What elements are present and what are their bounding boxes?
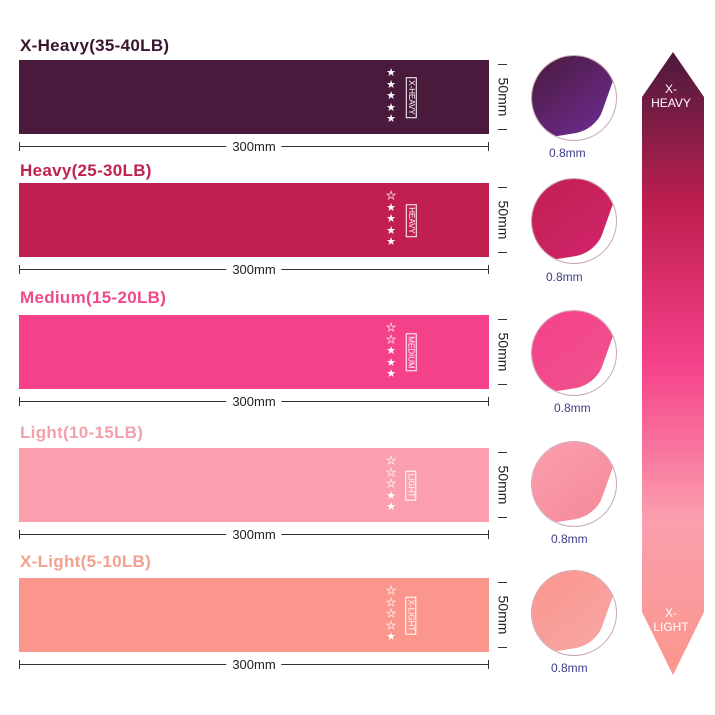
- band-tag: HEAVY: [405, 203, 417, 237]
- star-empty-icon: ★: [386, 466, 397, 479]
- width-dimension: 50mm: [495, 448, 511, 522]
- star-empty-icon: ★: [386, 455, 397, 467]
- thickness-label: 0.8mm: [546, 270, 583, 284]
- width-dimension: 50mm: [495, 578, 511, 652]
- length-dimension: 300mm: [19, 657, 489, 672]
- band-title: X-Light(5-10LB): [20, 552, 152, 571]
- star-filled-icon: ★: [386, 345, 396, 357]
- thickness-label: 0.8mm: [549, 146, 586, 160]
- star-filled-icon: ★: [386, 501, 396, 513]
- band-title: Heavy(25-30LB): [20, 161, 152, 180]
- thickness-closeup: [531, 178, 617, 264]
- thickness-closeup: [531, 310, 617, 396]
- star-empty-icon: ★: [386, 322, 397, 334]
- star-filled-icon: ★: [386, 90, 396, 102]
- length-label: 300mm: [226, 527, 282, 542]
- length-label: 300mm: [226, 657, 282, 672]
- star-filled-icon: ★: [386, 67, 396, 79]
- band-tag: MEDIUM: [405, 332, 417, 372]
- star-filled-icon: ★: [386, 78, 396, 91]
- star-empty-icon: ★: [386, 478, 397, 490]
- band-title: X-Heavy(35-40LB): [20, 36, 170, 55]
- star-filled-icon: ★: [386, 113, 396, 125]
- band-title: Light(10-15LB): [20, 423, 144, 442]
- band-swatch: ★ ★ ★ ★ ★ MEDIUM: [19, 315, 489, 389]
- star-rating: ★ ★ ★ ★ ★: [385, 322, 397, 381]
- star-empty-icon: ★: [386, 190, 397, 202]
- length-label: 300mm: [226, 394, 282, 409]
- intensity-scale-arrow: [642, 52, 704, 675]
- thickness-closeup: [531, 441, 617, 527]
- band-swatch: ★ ★ ★ ★ ★ HEAVY: [19, 183, 489, 257]
- width-dimension: 50mm: [495, 60, 511, 134]
- thickness-closeup: [531, 55, 617, 141]
- length-dimension: 300mm: [19, 139, 489, 154]
- band-swatch: ★ ★ ★ ★ ★ X-HEAVY: [19, 60, 489, 134]
- star-empty-icon: ★: [386, 619, 397, 632]
- length-label: 300mm: [226, 139, 282, 154]
- star-empty-icon: ★: [386, 608, 397, 620]
- star-empty-icon: ★: [386, 333, 397, 346]
- thickness-label: 0.8mm: [554, 401, 591, 415]
- star-filled-icon: ★: [386, 368, 396, 380]
- star-rating: ★ ★ ★ ★ ★: [385, 585, 397, 644]
- star-filled-icon: ★: [386, 224, 396, 237]
- band-title: Medium(15-20LB): [20, 288, 167, 307]
- scale-top-label: X- HEAVY: [636, 82, 706, 110]
- width-label: 50mm: [495, 332, 511, 372]
- length-dimension: 300mm: [19, 394, 489, 409]
- width-dimension: 50mm: [495, 315, 511, 389]
- star-empty-icon: ★: [386, 585, 397, 597]
- scale-top-line1: X-: [665, 82, 677, 96]
- band-tag: X-LIGHT: [405, 596, 417, 634]
- thickness-label: 0.8mm: [551, 532, 588, 546]
- star-rating: ★ ★ ★ ★ ★: [385, 67, 397, 126]
- star-rating: ★ ★ ★ ★ ★: [385, 455, 397, 514]
- star-filled-icon: ★: [386, 356, 396, 369]
- width-dimension: 50mm: [495, 183, 511, 257]
- width-label: 50mm: [495, 200, 511, 240]
- star-filled-icon: ★: [386, 213, 396, 225]
- width-label: 50mm: [495, 465, 511, 505]
- star-rating: ★ ★ ★ ★ ★: [385, 190, 397, 249]
- length-dimension: 300mm: [19, 527, 489, 542]
- star-filled-icon: ★: [386, 489, 396, 502]
- width-label: 50mm: [495, 77, 511, 117]
- thickness-closeup: [531, 570, 617, 656]
- band-tag: LIGHT: [405, 470, 417, 500]
- scale-bottom-label: X- LIGHT: [636, 606, 706, 634]
- length-label: 300mm: [226, 262, 282, 277]
- band-swatch: ★ ★ ★ ★ ★ X-LIGHT: [19, 578, 489, 652]
- width-label: 50mm: [495, 595, 511, 635]
- band-tag: X-HEAVY: [405, 76, 417, 118]
- star-empty-icon: ★: [386, 596, 397, 609]
- thickness-label: 0.8mm: [551, 661, 588, 675]
- star-filled-icon: ★: [386, 631, 396, 643]
- length-dimension: 300mm: [19, 262, 489, 277]
- band-swatch: ★ ★ ★ ★ ★ LIGHT: [19, 448, 489, 522]
- scale-bottom-line1: X-: [665, 606, 677, 620]
- scale-top-line2: HEAVY: [651, 96, 691, 110]
- star-filled-icon: ★: [386, 201, 396, 214]
- star-filled-icon: ★: [386, 236, 396, 248]
- star-filled-icon: ★: [386, 101, 396, 114]
- scale-bottom-line2: LIGHT: [653, 620, 689, 634]
